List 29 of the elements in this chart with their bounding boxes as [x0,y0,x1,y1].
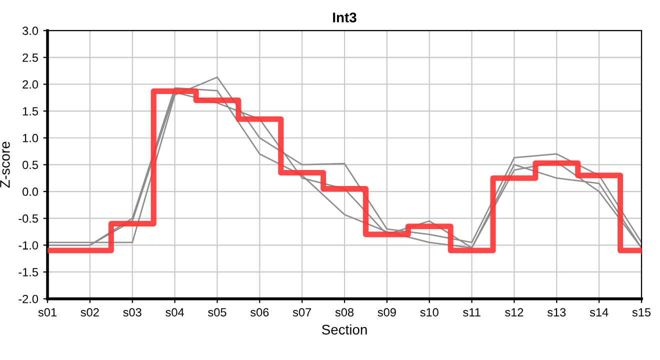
y-tick-label: -2.0 [18,294,38,304]
x-tick-label: s12 [505,308,524,316]
x-tick-label: s10 [420,308,438,316]
y-tick-label: -1.0 [18,241,38,250]
y-axis-title: Z-score [0,142,10,188]
x-tick-label: s14 [590,308,608,316]
x-tick-label: s11 [463,308,480,316]
x-tick-label: s03 [123,308,142,316]
y-tick-label: -0.5 [18,214,38,223]
x-tick-label: s02 [80,308,99,316]
x-axis-title: Section [322,324,367,335]
x-tick-label: s15 [632,308,651,316]
x-tick-label: s08 [335,308,354,316]
y-tick-label: 2.5 [22,53,38,62]
y-tick-label: -1.5 [18,268,38,276]
x-tick-label: s05 [208,308,226,316]
x-tick-label: s07 [292,308,312,316]
x-tick-label: s06 [250,308,269,316]
x-tick-label: s09 [378,308,396,316]
x-tick-label: s13 [547,308,566,316]
y-tick-label: 1.5 [22,107,38,116]
y-tick-label: 2.0 [22,80,38,89]
y-tick-label: 0.5 [22,160,38,170]
x-tick-label: s04 [166,308,184,316]
y-tick-label: 3.0 [22,26,38,35]
x-tick-label: s01 [38,308,56,316]
y-tick-label: 1.0 [22,134,38,142]
chart-title: Int3 [333,12,356,22]
y-tick-label: 0.0 [22,188,38,196]
